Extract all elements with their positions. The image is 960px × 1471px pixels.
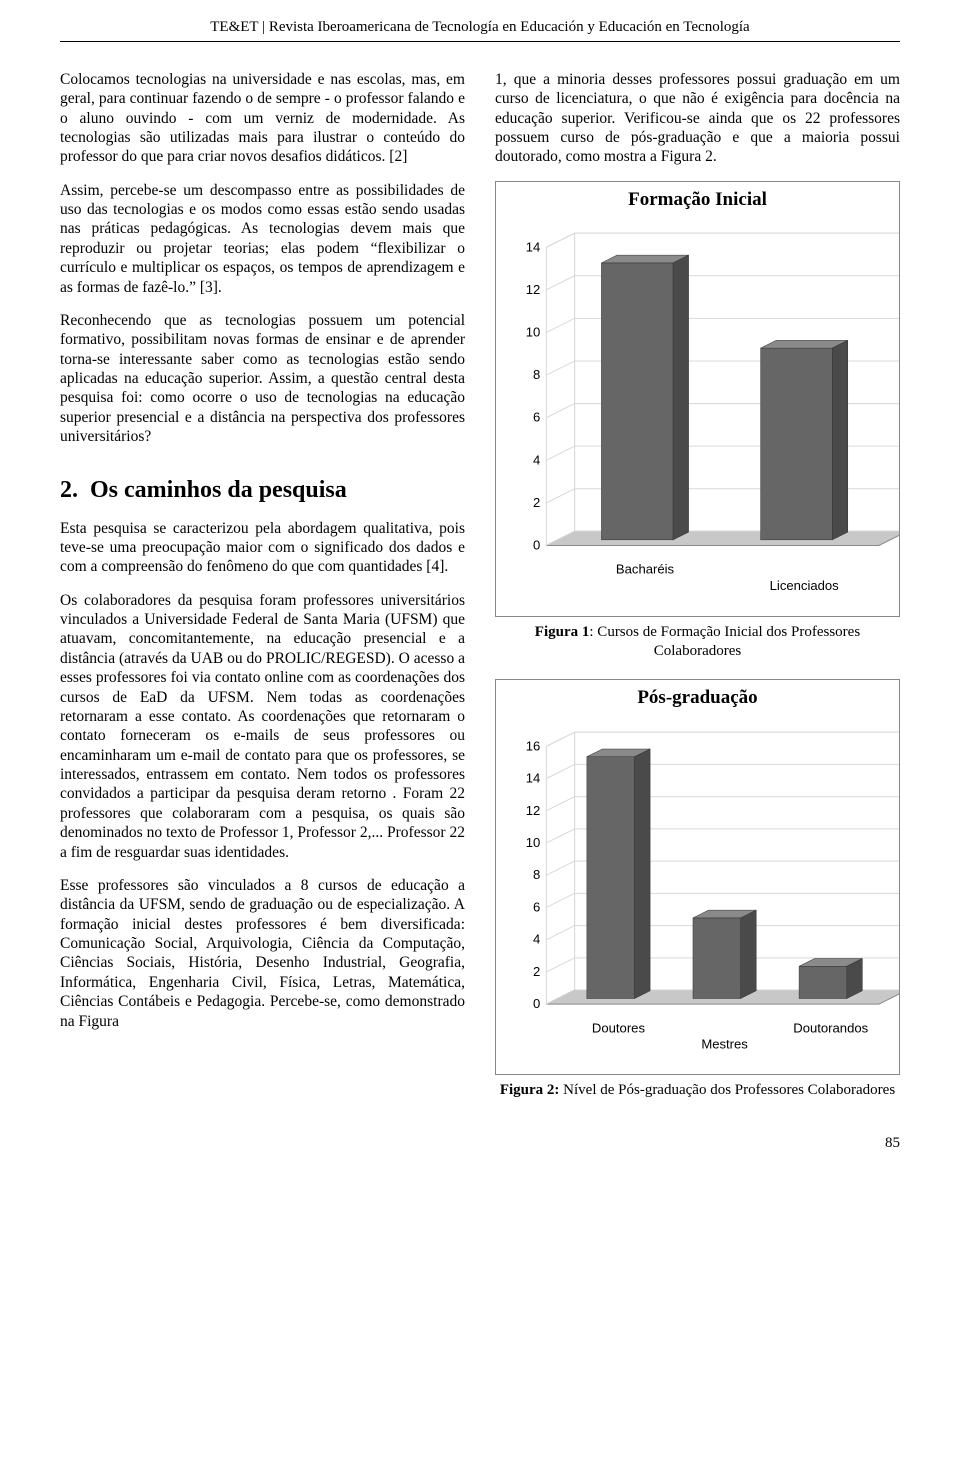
svg-text:8: 8 (533, 367, 540, 382)
chart-title: Formação Inicial (496, 182, 899, 214)
paragraph: Assim, percebe-se um descompasso entre a… (60, 181, 465, 297)
section-title: Os caminhos da pesquisa (90, 477, 347, 503)
chart-pos-graduacao: Pós-graduação 0 2 4 6 8 10 12 14 16 Doutores Mestr… (495, 679, 900, 1075)
figure-text: Nível de Pós-graduação dos Professores C… (559, 1082, 895, 1098)
svg-text:Mestres: Mestres (701, 1036, 748, 1051)
svg-text:10: 10 (526, 325, 541, 340)
svg-text:Doutorandos: Doutorandos (793, 1020, 868, 1035)
svg-text:12: 12 (526, 802, 541, 817)
left-column: Colocamos tecnologias na universidade e … (60, 70, 465, 1118)
figure-label: Figura 2: (500, 1082, 560, 1098)
svg-text:10: 10 (526, 835, 541, 850)
two-column-layout: Colocamos tecnologias na universidade e … (60, 70, 900, 1118)
svg-text:Doutores: Doutores (592, 1020, 646, 1035)
paragraph: Colocamos tecnologias na universidade e … (60, 70, 465, 167)
svg-text:4: 4 (533, 453, 540, 468)
svg-text:12: 12 (526, 282, 541, 297)
right-column: 1, que a minoria desses professores poss… (495, 70, 900, 1118)
chart-svg: 0 2 4 6 8 10 12 14 16 Doutores Mestres Doutorandos (496, 712, 899, 1075)
svg-text:2: 2 (533, 495, 540, 510)
svg-text:Bacharéis: Bacharéis (616, 562, 675, 577)
journal-header: TE&ET | Revista Iberoamericana de Tecnol… (60, 18, 900, 42)
figure-label: Figura 1 (535, 624, 590, 640)
chart-title: Pós-graduação (496, 680, 899, 712)
chart-formacao-inicial: Formação Inicial 0 2 4 6 8 10 12 14 Bacharéis Lic… (495, 181, 900, 618)
svg-text:6: 6 (533, 899, 540, 914)
svg-text:6: 6 (533, 410, 540, 425)
figure-text: : Cursos de Formação Inicial dos Profess… (589, 624, 860, 659)
paragraph: Reconhecendo que as tecnologias possuem … (60, 311, 465, 447)
svg-text:0: 0 (533, 996, 540, 1011)
svg-text:14: 14 (526, 770, 541, 785)
paragraph: Esse professores são vinculados a 8 curs… (60, 876, 465, 1031)
page-number: 85 (60, 1134, 900, 1153)
figure-caption: Figura 1: Cursos de Formação Inicial dos… (495, 623, 900, 661)
svg-text:16: 16 (526, 738, 541, 753)
paragraph: 1, que a minoria desses professores poss… (495, 70, 900, 167)
chart-svg: 0 2 4 6 8 10 12 14 Bacharéis Licenciados (496, 213, 899, 616)
svg-text:0: 0 (533, 538, 540, 553)
svg-text:8: 8 (533, 867, 540, 882)
svg-text:2: 2 (533, 964, 540, 979)
section-heading: 2. Os caminhos da pesquisa (60, 475, 465, 505)
paragraph: Esta pesquisa se caracterizou pela abord… (60, 519, 465, 577)
svg-text:4: 4 (533, 931, 540, 946)
paragraph: Os colaboradores da pesquisa foram profe… (60, 591, 465, 862)
figure-caption: Figura 2: Nível de Pós-graduação dos Pro… (495, 1081, 900, 1100)
svg-text:14: 14 (526, 240, 541, 255)
section-number: 2. (60, 477, 78, 503)
svg-text:Licenciados: Licenciados (770, 578, 840, 593)
